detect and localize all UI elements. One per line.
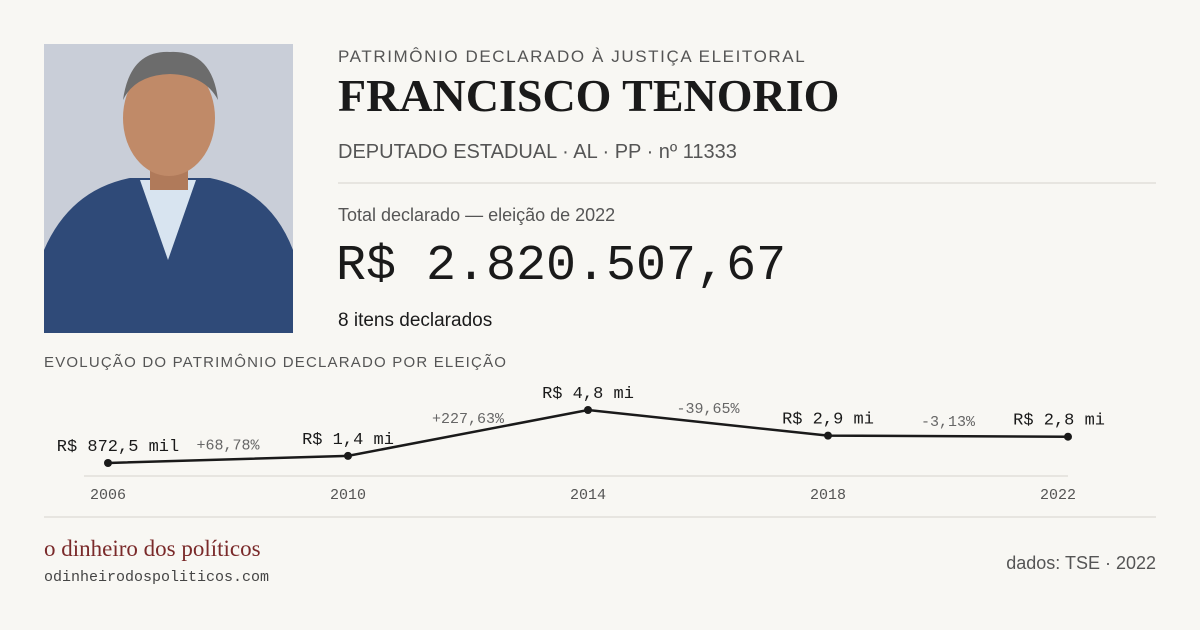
change-label: +227,63%	[432, 411, 505, 428]
url: odinheirodospoliticos.com	[44, 569, 269, 586]
x-tick-label: 2018	[810, 487, 846, 504]
source: dados: TSE · 2022	[1006, 553, 1156, 573]
x-tick-label: 2010	[330, 487, 366, 504]
value-label: R$ 4,8 mi	[542, 385, 634, 404]
change-label: -39,65%	[676, 401, 740, 418]
change-label: +68,78%	[196, 437, 260, 454]
value-label: R$ 872,5 mil	[57, 438, 179, 457]
point	[104, 459, 112, 467]
point	[344, 451, 352, 460]
chart: R$ 872,5 mil 2006 R$ 1,4 mi 2010 R$ 4,8 mi 20…	[57, 385, 1105, 504]
candidate-name: FRANCISCO TENORIO	[338, 70, 839, 121]
x-tick-label: 2014	[570, 487, 606, 504]
point	[824, 431, 832, 440]
role: DEPUTADO ESTADUAL · AL · PP · nº 11333	[338, 141, 737, 163]
value-label: R$ 1,4 mi	[302, 431, 394, 450]
total-label: Total declarado — eleição de 2022	[338, 205, 615, 225]
x-tick-label: 2006	[90, 487, 126, 504]
total-amount: R$ 2.820.507,67	[336, 238, 786, 295]
items-count: 8 itens declarados	[338, 310, 492, 331]
photo	[44, 44, 293, 333]
brand: o dinheiro dos políticos	[44, 536, 261, 561]
point	[1064, 432, 1072, 441]
value-label: R$ 2,8 mi	[1013, 412, 1105, 431]
kicker: PATRIMÔNIO DECLARADO À JUSTIÇA ELEITORAL	[338, 47, 806, 66]
change-label: -3,13%	[921, 414, 976, 431]
chart-title: EVOLUÇÃO DO PATRIMÔNIO DECLARADO POR ELE…	[44, 354, 507, 371]
value-label: R$ 2,9 mi	[782, 411, 874, 430]
x-tick-label: 2022	[1040, 487, 1076, 504]
point	[584, 406, 592, 414]
